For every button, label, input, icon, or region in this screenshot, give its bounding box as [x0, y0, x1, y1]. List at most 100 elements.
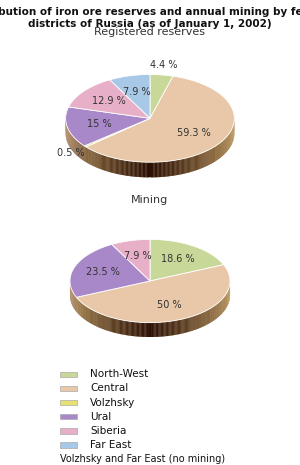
Polygon shape: [75, 296, 76, 311]
Polygon shape: [201, 313, 202, 327]
Polygon shape: [141, 162, 145, 177]
Polygon shape: [82, 303, 83, 319]
Polygon shape: [212, 306, 213, 321]
Polygon shape: [82, 144, 83, 160]
Polygon shape: [72, 291, 73, 306]
Polygon shape: [174, 160, 175, 176]
Polygon shape: [225, 294, 226, 310]
Polygon shape: [168, 321, 171, 336]
Polygon shape: [229, 133, 230, 148]
Polygon shape: [222, 140, 224, 156]
Polygon shape: [157, 162, 159, 177]
Polygon shape: [118, 319, 121, 334]
Polygon shape: [81, 302, 82, 317]
Polygon shape: [167, 161, 168, 177]
Polygon shape: [215, 305, 216, 319]
Polygon shape: [127, 160, 128, 176]
Polygon shape: [113, 318, 114, 332]
Polygon shape: [220, 300, 221, 315]
Polygon shape: [185, 158, 187, 173]
Polygon shape: [193, 316, 194, 331]
Text: 7.9 %: 7.9 %: [123, 87, 151, 97]
Polygon shape: [184, 158, 185, 173]
Polygon shape: [167, 321, 168, 336]
Polygon shape: [100, 153, 101, 169]
Polygon shape: [84, 119, 150, 147]
Polygon shape: [223, 140, 224, 155]
Polygon shape: [208, 149, 209, 165]
Text: 59.3 %: 59.3 %: [177, 128, 211, 138]
Polygon shape: [174, 320, 177, 335]
Polygon shape: [144, 323, 145, 337]
Polygon shape: [102, 314, 103, 329]
Polygon shape: [76, 265, 230, 323]
Polygon shape: [80, 143, 81, 159]
Polygon shape: [79, 142, 80, 158]
Polygon shape: [203, 312, 204, 327]
Polygon shape: [161, 161, 165, 177]
Polygon shape: [213, 146, 215, 163]
Polygon shape: [79, 300, 81, 316]
Polygon shape: [153, 162, 157, 177]
Polygon shape: [136, 322, 139, 337]
Polygon shape: [135, 161, 136, 177]
Polygon shape: [206, 151, 208, 166]
Polygon shape: [161, 322, 162, 337]
Polygon shape: [227, 291, 228, 306]
Polygon shape: [231, 129, 232, 145]
Polygon shape: [182, 159, 183, 174]
Polygon shape: [198, 153, 201, 170]
Polygon shape: [213, 306, 214, 321]
Polygon shape: [202, 152, 203, 168]
Polygon shape: [149, 323, 151, 337]
Polygon shape: [127, 321, 128, 335]
Polygon shape: [124, 160, 126, 176]
Polygon shape: [225, 294, 226, 310]
Polygon shape: [73, 137, 74, 153]
Polygon shape: [170, 161, 172, 176]
Polygon shape: [223, 298, 224, 312]
Polygon shape: [125, 160, 129, 176]
Polygon shape: [183, 159, 184, 174]
Polygon shape: [111, 317, 112, 332]
Polygon shape: [110, 157, 111, 173]
Polygon shape: [209, 309, 210, 324]
Polygon shape: [222, 298, 223, 313]
Polygon shape: [163, 322, 164, 337]
Polygon shape: [82, 303, 84, 319]
Polygon shape: [86, 76, 234, 162]
Polygon shape: [169, 160, 172, 176]
Polygon shape: [98, 313, 99, 327]
Polygon shape: [87, 147, 88, 163]
Polygon shape: [71, 134, 72, 150]
Text: North-West: North-West: [90, 369, 148, 379]
Polygon shape: [132, 161, 134, 177]
Polygon shape: [145, 162, 147, 177]
Polygon shape: [130, 321, 133, 336]
Polygon shape: [76, 297, 78, 313]
Polygon shape: [154, 323, 156, 337]
Text: 12.9 %: 12.9 %: [92, 97, 126, 106]
Polygon shape: [73, 292, 74, 308]
Polygon shape: [158, 322, 161, 337]
Polygon shape: [169, 161, 170, 176]
Polygon shape: [110, 317, 111, 332]
Polygon shape: [171, 321, 172, 336]
Polygon shape: [144, 162, 145, 177]
Polygon shape: [142, 322, 146, 337]
Polygon shape: [157, 322, 158, 337]
Polygon shape: [69, 80, 150, 119]
Polygon shape: [153, 162, 155, 177]
Polygon shape: [134, 322, 136, 336]
Polygon shape: [116, 319, 118, 333]
Polygon shape: [149, 162, 151, 178]
Polygon shape: [213, 306, 214, 321]
Polygon shape: [208, 309, 209, 324]
Polygon shape: [215, 145, 218, 161]
Polygon shape: [145, 162, 149, 178]
Polygon shape: [158, 322, 160, 337]
Polygon shape: [194, 155, 195, 171]
Polygon shape: [204, 312, 205, 326]
Polygon shape: [133, 322, 134, 336]
Polygon shape: [174, 320, 175, 335]
